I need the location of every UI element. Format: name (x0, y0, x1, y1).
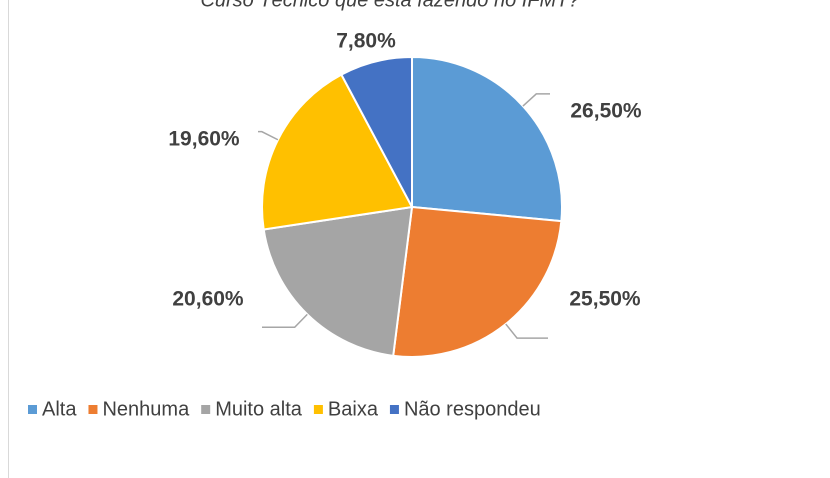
legend-swatch (28, 405, 37, 414)
leader-line (262, 313, 308, 329)
pie-slice (340, 55, 413, 208)
legend-swatch (88, 405, 98, 414)
pie-slice (411, 55, 563, 223)
data-label: 19,60% (168, 128, 240, 151)
legend-swatch (313, 405, 323, 414)
legend-label: Não respondeu (404, 398, 541, 420)
data-label: 20,60% (172, 288, 244, 311)
legend-label: Nenhuma (102, 398, 190, 420)
leader-line (505, 323, 548, 339)
data-label: 25,50% (569, 288, 641, 311)
legend-swatch (389, 405, 399, 414)
legend-swatch (201, 405, 211, 414)
leader-line (522, 93, 550, 107)
pie-slice (261, 73, 414, 231)
data-label: 7,80% (336, 30, 396, 53)
pie-slice (392, 205, 563, 358)
legend-label: Alta (42, 398, 77, 420)
chart-title: Curso Técnico que está fazendo no IFMT? (200, 0, 580, 11)
pie-slice (262, 205, 414, 357)
data-label: 26,50% (570, 100, 642, 123)
leader-line (258, 130, 279, 141)
legend-label: Baixa (328, 398, 379, 420)
legend-label: Muito alta (215, 398, 303, 420)
